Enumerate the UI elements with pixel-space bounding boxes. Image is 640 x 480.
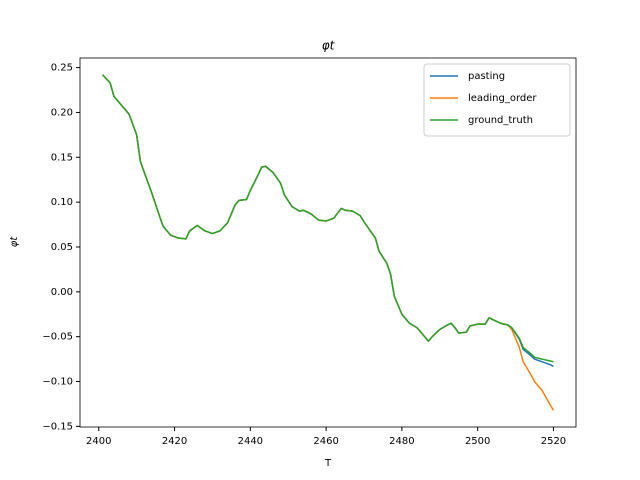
x-tick-label: 2500 bbox=[465, 436, 490, 447]
y-tick-label: 0.10 bbox=[51, 197, 73, 208]
y-tick-label: −0.15 bbox=[42, 421, 73, 432]
y-tick-label: 0.15 bbox=[51, 152, 73, 163]
x-tick-label: 2400 bbox=[86, 436, 111, 447]
legend-label: pasting bbox=[468, 71, 505, 82]
plot-frame bbox=[79, 57, 577, 428]
x-tick-label: 2460 bbox=[313, 436, 338, 447]
x-tick-label: 2520 bbox=[541, 436, 566, 447]
y-tick-label: 0.25 bbox=[51, 63, 73, 74]
x-tick-label: 2480 bbox=[389, 436, 414, 447]
x-tick-label: 2440 bbox=[238, 436, 263, 447]
y-tick-label: −0.10 bbox=[42, 377, 73, 388]
y-tick-label: 0.20 bbox=[51, 107, 73, 118]
legend-box bbox=[423, 63, 571, 137]
chart-title: φt bbox=[322, 39, 336, 53]
legend-label: ground_truth bbox=[468, 115, 533, 126]
series-line bbox=[102, 74, 554, 363]
y-tick-label: 0.00 bbox=[51, 287, 73, 298]
x-axis-label: T bbox=[324, 458, 332, 469]
y-tick-label: −0.05 bbox=[42, 332, 73, 343]
legend-label: leading_order bbox=[468, 93, 537, 104]
y-tick-label: 0.05 bbox=[51, 242, 73, 253]
x-tick-label: 2420 bbox=[162, 436, 187, 447]
y-axis-label: φt bbox=[9, 236, 20, 248]
